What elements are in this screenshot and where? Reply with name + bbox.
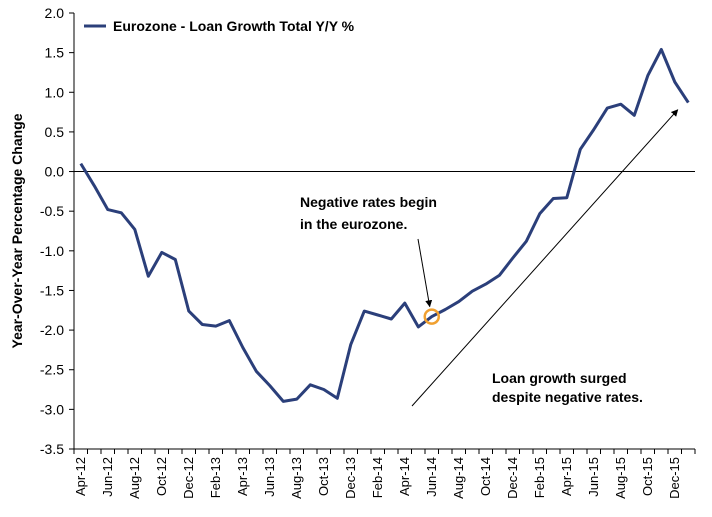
x-axis: Apr-12 Jun-12 Aug-12 Oct-12 Dec-12 Feb-13 Apr-… — [73, 449, 696, 499]
x-tick-label: Oct-12 — [154, 457, 169, 496]
y-tick-label: -1.0 — [40, 243, 64, 259]
y-tick-label: 1.5 — [45, 45, 65, 61]
y-tick-label: -1.5 — [40, 282, 64, 298]
legend: Eurozone - Loan Growth Total Y/Y % — [84, 18, 355, 34]
annotation-arrow — [417, 238, 433, 308]
x-tick-label: Dec-15 — [667, 457, 682, 499]
x-tick-label: Aug-14 — [451, 457, 466, 499]
x-tick-label: Feb-15 — [532, 457, 547, 498]
trend-arrow — [411, 109, 679, 407]
y-tick-label: 0.0 — [45, 164, 65, 180]
series-line — [79, 48, 690, 403]
y-tick-label: -3.5 — [40, 441, 64, 457]
y-tick-label: 1.0 — [45, 84, 65, 100]
x-tick-label: Jun-15 — [586, 457, 601, 497]
x-tick-label: Aug-15 — [613, 457, 628, 499]
annotation-negative-rates-line-2: in the eurozone. — [300, 216, 407, 232]
x-tick-label: Jun-14 — [424, 457, 439, 497]
y-axis: 2.0 1.5 1.0 0.5 0.0 -0.5 -1.0 -1.5 -2.0 -2.5 -3.0 -… — [40, 5, 74, 457]
y-axis-label: Year-Over-Year Percentage Change — [9, 113, 25, 348]
x-tick-label: Oct-14 — [478, 457, 493, 496]
y-tick-label: -0.5 — [40, 203, 64, 219]
y-tick-label: -2.0 — [40, 322, 64, 338]
y-tick-label: 0.5 — [45, 124, 65, 140]
x-tick-label: Aug-12 — [127, 457, 142, 499]
legend-label: Eurozone - Loan Growth Total Y/Y % — [113, 18, 355, 34]
x-tick-label: Apr-13 — [235, 457, 250, 496]
x-tick-label: Apr-14 — [397, 457, 412, 496]
x-tick-label: Dec-13 — [343, 457, 358, 499]
y-tick-label: -3.0 — [40, 401, 64, 417]
highlight-circle — [423, 308, 440, 325]
x-tick-label: Feb-13 — [208, 457, 223, 498]
annotation-loan-growth-line-2: despite negative rates. — [492, 389, 643, 405]
x-tick-label: Jun-12 — [100, 457, 115, 497]
x-tick-label: Oct-13 — [316, 457, 331, 496]
x-tick-label: Dec-14 — [505, 457, 520, 499]
x-tick-label: Apr-15 — [559, 457, 574, 496]
series-group — [79, 48, 690, 403]
x-tick-label: Feb-14 — [370, 457, 385, 498]
x-tick-label: Oct-15 — [640, 457, 655, 496]
y-tick-label: -2.5 — [40, 362, 64, 378]
x-tick-label: Aug-13 — [289, 457, 304, 499]
x-tick-label: Jun-13 — [262, 457, 277, 497]
annotation-loan-growth-line-1: Loan growth surged — [492, 370, 627, 386]
y-tick-label: 2.0 — [45, 5, 65, 21]
annotations: Negative rates begin in the eurozone. Lo… — [300, 109, 679, 407]
annotation-negative-rates-line-1: Negative rates begin — [300, 194, 437, 210]
x-tick-label: Dec-12 — [181, 457, 196, 499]
x-tick-label: Apr-12 — [73, 457, 88, 496]
